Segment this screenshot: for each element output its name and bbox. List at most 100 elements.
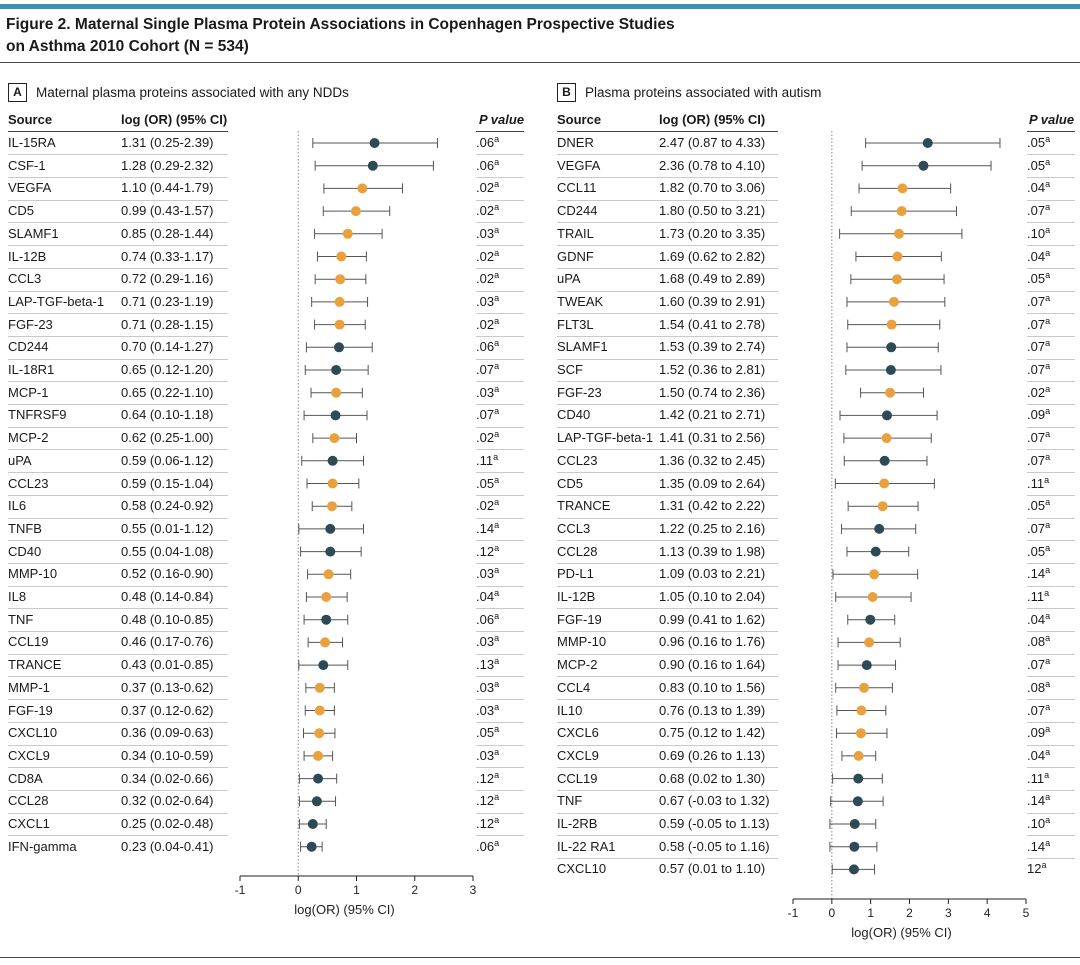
p-value-footnote: a: [1045, 678, 1051, 689]
panel-a-p-value: .02a: [476, 203, 499, 219]
p-value-text: .03: [476, 293, 495, 309]
panel-a-title: Maternal plasma proteins associated with…: [36, 85, 349, 100]
panel-a-point-estimate: [350, 206, 361, 217]
p-value-footnote: a: [1045, 565, 1051, 576]
p-value-text: .07: [1027, 657, 1046, 673]
panel-b-point-estimate: [853, 773, 864, 784]
p-value-footnote: a: [1045, 633, 1051, 644]
title-divider: [0, 62, 1080, 63]
panel-b-col-source: Source: [557, 112, 602, 127]
panel-b-source-label: CCL23: [557, 452, 598, 468]
panel-a-row-divider: [8, 472, 228, 474]
p-value-text: .14: [1027, 838, 1046, 854]
panel-b-row-divider: [557, 517, 778, 519]
panel-b-row-divider: [557, 608, 778, 610]
panel-b-estimate-label: 0.59 (-0.05 to 1.13): [659, 816, 770, 831]
p-value-text: .06: [476, 611, 495, 627]
panel-b-point-estimate: [874, 523, 885, 534]
p-value-text: .06: [476, 838, 495, 854]
panel-b-point-estimate: [881, 410, 892, 421]
panel-a-source-label: CCL19: [8, 634, 49, 650]
panel-a-p-value: .13a: [476, 657, 499, 673]
panel-a-estimate-label: 1.28 (0.29-2.32): [121, 157, 214, 173]
p-value-text: .02: [476, 271, 495, 287]
p-value-text: .12: [476, 770, 495, 786]
panel-b-source-label: CXCL9: [557, 747, 599, 763]
p-value-text: .08: [1027, 634, 1046, 650]
panel-b-estimate-label: 0.83 (0.10 to 1.56): [659, 679, 766, 695]
p-value-footnote: a: [1044, 769, 1050, 780]
panel-a-estimate-label: 0.34 (0.02-0.66): [121, 770, 214, 786]
p-value-footnote: a: [1045, 224, 1051, 235]
panel-a-estimate-label: 0.72 (0.29-1.16): [121, 271, 214, 287]
panel-b-row-divider: [557, 585, 778, 587]
panel-b-p-row-divider: [1027, 358, 1075, 360]
panel-a-p-row-divider: [476, 404, 524, 406]
panel-a-p-row-divider: [476, 562, 524, 564]
panel-b-estimate-label: 1.31 (0.42 to 2.22): [659, 498, 766, 514]
panel-b-p-row-divider: [1027, 313, 1075, 315]
panel-b-p-value: .05a: [1027, 135, 1050, 151]
panel-b-source-label: CD244: [557, 203, 598, 219]
panel-b-source-label: CCL28: [557, 543, 598, 559]
p-value-footnote: a: [494, 588, 500, 598]
panel-a-point-estimate: [314, 728, 325, 739]
panel-a-source-label: CD244: [8, 339, 49, 355]
panel-b-p-row-divider: [1027, 858, 1075, 860]
panel-b-point-estimate: [922, 138, 933, 148]
p-value-footnote: a: [1045, 837, 1051, 848]
p-value-text: .07: [1027, 339, 1046, 355]
panel-a-row-divider: [8, 631, 228, 633]
panel-a-point-estimate: [307, 819, 318, 829]
panel-b-point-estimate: [853, 750, 864, 761]
panel-a-estimate-label: 0.36 (0.09-0.63): [121, 725, 214, 741]
panel-a-p-row-divider: [476, 744, 524, 746]
panel-b-point-estimate: [879, 478, 890, 489]
panel-a-source-label: MCP-1: [8, 384, 49, 400]
panel-b-p-row-divider: [1027, 494, 1075, 496]
panel-a-p-value: .12a: [476, 770, 499, 787]
panel-b-source-label: SLAMF1: [557, 339, 608, 355]
p-value-footnote: a: [494, 678, 500, 689]
panel-a-p-row-divider: [476, 767, 524, 769]
panel-a-p-row-divider: [476, 358, 524, 360]
panel-a-p-value: .03a: [476, 566, 499, 582]
panel-b-p-row-divider: [1027, 517, 1075, 519]
panel-a-source-label: FGF-23: [8, 316, 53, 332]
panel-a-p-row-divider: [476, 290, 524, 292]
panel-a-source-label: CXCL1: [8, 816, 50, 831]
panel-b-point-estimate: [861, 660, 872, 671]
panel-a-point-estimate: [334, 296, 345, 307]
panel-b-p-row-divider: [1027, 585, 1075, 587]
panel-b-p-value: .07a: [1027, 339, 1050, 355]
bottom-divider: [0, 957, 1080, 958]
panel-a-p-value: .04a: [476, 589, 499, 605]
p-value-footnote: a: [1045, 292, 1051, 303]
p-value-footnote: a: [494, 633, 500, 644]
panel-a-p-value: .06a: [476, 339, 499, 355]
panel-b-row-divider: [557, 767, 778, 769]
panel-b-p-value: .04a: [1027, 248, 1050, 265]
panel-a-p-value: .05a: [476, 475, 499, 492]
panel-b-source-label: DNER: [557, 135, 594, 150]
panel-a-source-label: MMP-1: [8, 679, 50, 695]
panel-b-source-label: IL-22 RA1: [557, 838, 616, 854]
panel-b-estimate-label: 0.57 (0.01 to 1.10): [659, 861, 766, 877]
panel-a-x-tick-label: 2: [411, 883, 418, 897]
panel-b-p-value: .08a: [1027, 678, 1051, 696]
panel-b-point-estimate: [892, 274, 903, 285]
panel-b-p-value: .05a: [1027, 157, 1050, 174]
panel-a-p-row-divider: [476, 381, 524, 383]
panel-a-row-divider: [8, 789, 228, 791]
panel-b-estimate-label: 1.42 (0.21 to 2.71): [659, 407, 766, 423]
p-value-footnote: a: [1045, 724, 1051, 735]
p-value-footnote: a: [1045, 134, 1051, 144]
p-value-text: .12: [476, 816, 495, 831]
p-value-text: .03: [476, 566, 495, 582]
panel-b-source-label: CCL19: [557, 770, 598, 786]
panel-a-row-divider: [8, 177, 228, 179]
panel-a-source-label: IL-18R1: [8, 362, 55, 377]
panel-b-estimate-label: 0.75 (0.12 to 1.42): [659, 725, 766, 741]
panel-a-estimate-label: 0.62 (0.25-1.00): [121, 430, 214, 446]
panel-a-estimate-label: 0.37 (0.12-0.62): [121, 702, 214, 718]
